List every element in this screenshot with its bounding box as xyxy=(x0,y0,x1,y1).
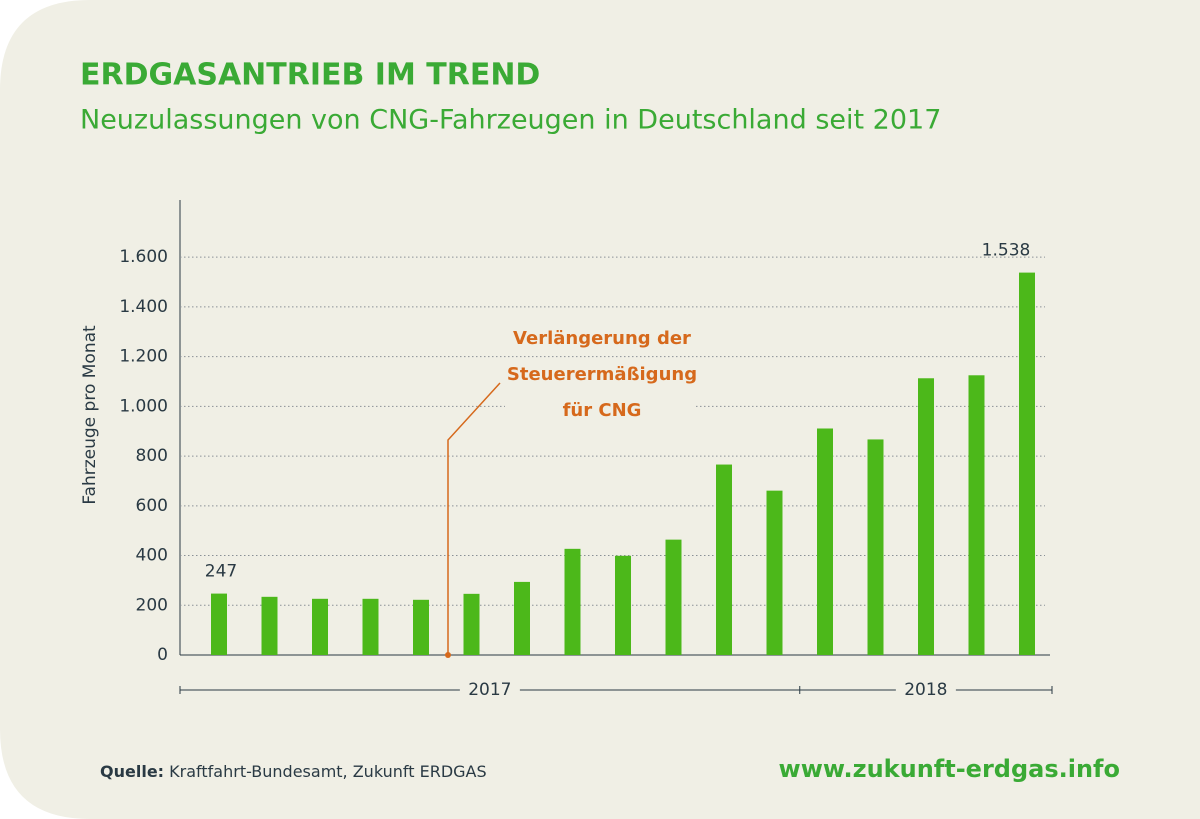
y-tick-label: 800 xyxy=(136,446,168,466)
y-tick-label: 400 xyxy=(136,546,168,566)
bar xyxy=(211,593,227,655)
bar xyxy=(564,548,581,655)
bar xyxy=(716,464,732,655)
y-tick-label: 1.400 xyxy=(119,297,168,317)
bar xyxy=(615,555,631,655)
annotation-text: Verlängerung der xyxy=(513,328,691,349)
annotation-bg xyxy=(505,396,695,426)
annotation-text: für CNG xyxy=(563,400,642,421)
bar xyxy=(968,375,985,655)
group-label: 2017 xyxy=(468,680,511,700)
bar xyxy=(362,598,379,655)
y-tick-label: 600 xyxy=(136,496,168,516)
annotation-line xyxy=(447,382,501,655)
annotation-bg xyxy=(505,324,695,354)
bar xyxy=(463,593,480,655)
bar xyxy=(766,490,783,655)
annotation-bg xyxy=(505,360,695,390)
group-label: 2018 xyxy=(904,680,947,700)
bar xyxy=(261,596,278,655)
y-tick-label: 1.000 xyxy=(119,396,168,416)
annotation-text: Steuerermäßigung xyxy=(507,364,697,385)
value-label: 247 xyxy=(205,562,237,582)
source: Quelle: Kraftfahrt-Bundesamt, Zukunft ER… xyxy=(100,762,487,781)
bar xyxy=(413,599,429,655)
bar xyxy=(1019,272,1035,655)
y-tick-label: 1.600 xyxy=(119,247,168,267)
y-tick-label: 0 xyxy=(157,645,168,665)
source-label: Quelle: xyxy=(100,762,164,781)
source-text: Kraftfahrt-Bundesamt, Zukunft ERDGAS xyxy=(169,762,486,781)
website: www.zukunft-erdgas.info xyxy=(779,755,1120,783)
bar xyxy=(665,539,682,655)
chart-subtitle: Neuzulassungen von CNG-Fahrzeugen in Deu… xyxy=(80,105,941,136)
bar xyxy=(312,598,328,655)
bar xyxy=(817,428,833,655)
y-axis-label: Fahrzeuge pro Monat xyxy=(80,325,100,505)
bar xyxy=(918,378,934,655)
value-label: 1.538 xyxy=(982,241,1031,261)
annotation-dot xyxy=(445,652,451,658)
bar xyxy=(867,439,884,655)
chart-title: ERDGASANTRIEB IM TREND xyxy=(80,58,540,93)
y-tick-label: 1.200 xyxy=(119,347,168,367)
bar xyxy=(514,581,530,655)
y-tick-label: 200 xyxy=(136,595,168,615)
